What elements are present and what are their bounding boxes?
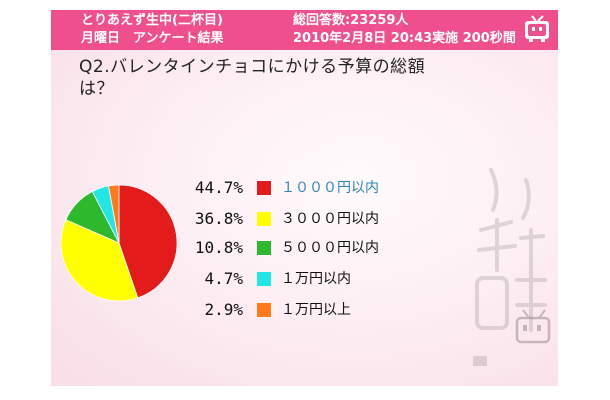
tv-mascot-icon [525, 15, 549, 42]
pie-slice [118, 184, 178, 299]
legend-label: １０００円以内 [281, 180, 379, 196]
legend-swatch [257, 272, 271, 286]
legend-label: １万円以上 [281, 302, 351, 318]
pie-chart [60, 184, 178, 302]
show-title: とりあえず生中(二杯目) [81, 13, 223, 28]
legend-label: ３０００円以内 [281, 211, 379, 227]
legend-percent: 10.8% [194, 238, 243, 257]
legend-label: １万円以内 [281, 271, 351, 287]
survey-panel: とりあえず生中(二杯目) 月曜日 アンケート結果 総回答数:23259人 201… [51, 10, 558, 386]
survey-date: 2010年2月8日 20:43実施 200秒間 [293, 31, 516, 46]
legend-swatch [257, 212, 271, 226]
legend-label: ５０００円以内 [281, 240, 379, 256]
pie-slice [60, 219, 139, 302]
legend-swatch [257, 241, 271, 255]
legend-percent: 2.9% [204, 300, 243, 319]
total-responses: 総回答数:23259人 [293, 13, 409, 28]
survey-subtitle: 月曜日 アンケート結果 [81, 31, 224, 46]
legend-percent: 4.7% [204, 269, 243, 288]
header-bar: とりあえず生中(二杯目) 月曜日 アンケート結果 総回答数:23259人 201… [51, 10, 558, 50]
pie-slice [108, 184, 120, 244]
legend-swatch [257, 303, 271, 317]
legend-percent: 44.7% [194, 178, 243, 197]
legend-percent: 36.8% [194, 209, 243, 228]
tv-mascot-icon [473, 168, 551, 366]
legend-swatch [257, 181, 271, 195]
question-text: Q2.バレンタインチョコにかける予算の総額は？ [79, 57, 426, 99]
